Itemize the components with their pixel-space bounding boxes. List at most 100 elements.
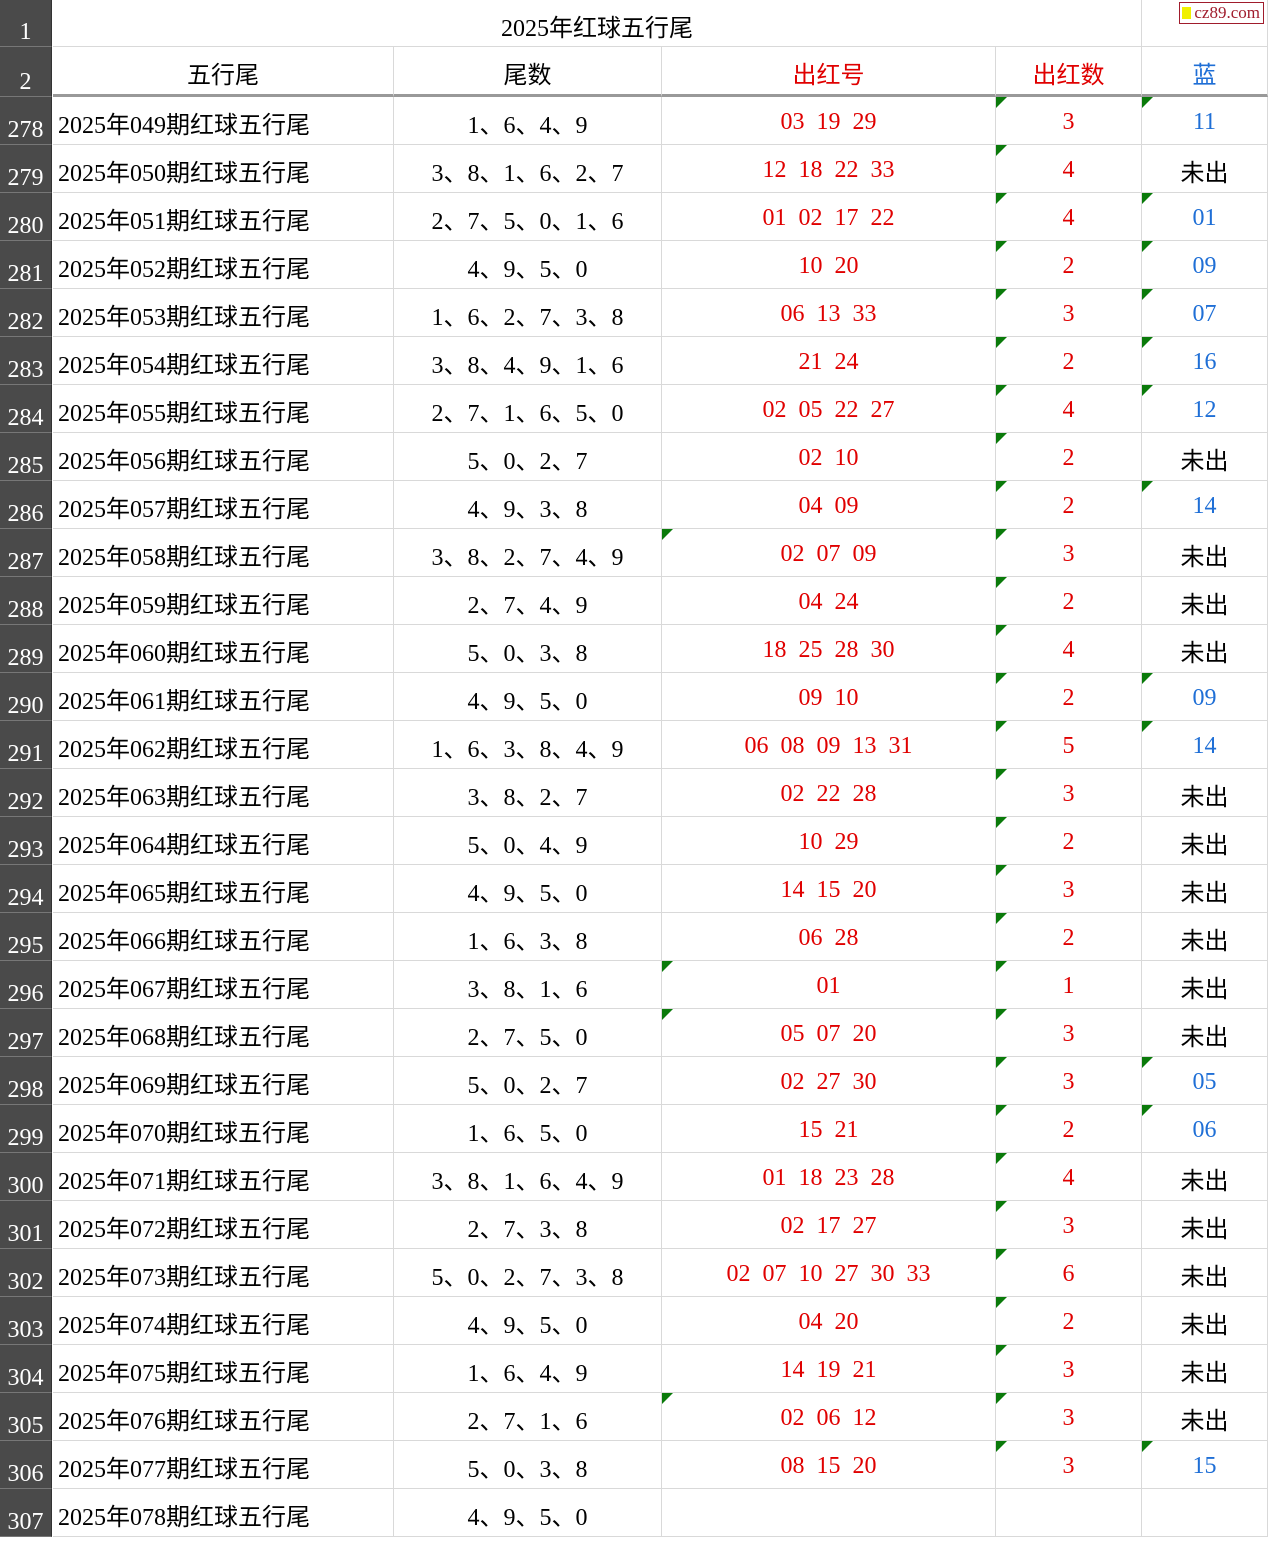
red-numbers-cell[interactable]: 03 19 29 [662, 97, 996, 145]
period-cell[interactable]: 2025年056期红球五行尾 [53, 433, 394, 481]
period-cell[interactable]: 2025年076期红球五行尾 [53, 1393, 394, 1441]
row-header[interactable]: 1 [0, 0, 52, 47]
period-cell[interactable]: 2025年062期红球五行尾 [53, 721, 394, 769]
period-cell[interactable]: 2025年049期红球五行尾 [53, 97, 394, 145]
tails-cell[interactable]: 5、0、4、9 [394, 817, 662, 865]
period-cell[interactable]: 2025年070期红球五行尾 [53, 1105, 394, 1153]
red-numbers-cell[interactable]: 04 09 [662, 481, 996, 529]
row-header[interactable]: 283 [0, 337, 52, 385]
red-numbers-cell[interactable]: 06 28 [662, 913, 996, 961]
tails-cell[interactable]: 1、6、4、9 [394, 97, 662, 145]
red-count-cell[interactable]: 4 [996, 385, 1142, 433]
red-numbers-cell[interactable]: 21 24 [662, 337, 996, 385]
red-numbers-cell[interactable]: 09 10 [662, 673, 996, 721]
tails-cell[interactable]: 4、9、5、0 [394, 1297, 662, 1345]
red-count-cell[interactable]: 5 [996, 721, 1142, 769]
red-numbers-cell[interactable]: 02 17 27 [662, 1201, 996, 1249]
row-header[interactable]: 284 [0, 385, 52, 433]
blue-cell[interactable]: 01 [1142, 193, 1268, 241]
red-numbers-cell[interactable]: 06 13 33 [662, 289, 996, 337]
red-numbers-cell[interactable]: 14 19 21 [662, 1345, 996, 1393]
row-header[interactable]: 279 [0, 145, 52, 193]
blue-cell[interactable]: 09 [1142, 241, 1268, 289]
period-cell[interactable]: 2025年051期红球五行尾 [53, 193, 394, 241]
period-cell[interactable]: 2025年069期红球五行尾 [53, 1057, 394, 1105]
period-cell[interactable]: 2025年050期红球五行尾 [53, 145, 394, 193]
red-numbers-cell[interactable]: 02 05 22 27 [662, 385, 996, 433]
period-cell[interactable]: 2025年075期红球五行尾 [53, 1345, 394, 1393]
header-red-count[interactable]: 出红数 [996, 47, 1142, 97]
row-header[interactable]: 281 [0, 241, 52, 289]
blue-cell[interactable]: 05 [1142, 1057, 1268, 1105]
red-numbers-cell[interactable]: 14 15 20 [662, 865, 996, 913]
red-count-cell[interactable]: 2 [996, 241, 1142, 289]
red-count-cell[interactable]: 3 [996, 529, 1142, 577]
red-numbers-cell[interactable]: 10 20 [662, 241, 996, 289]
period-cell[interactable]: 2025年065期红球五行尾 [53, 865, 394, 913]
red-count-cell[interactable]: 4 [996, 193, 1142, 241]
red-count-cell[interactable]: 2 [996, 673, 1142, 721]
red-count-cell[interactable]: 2 [996, 577, 1142, 625]
row-header[interactable]: 300 [0, 1153, 52, 1201]
period-cell[interactable]: 2025年054期红球五行尾 [53, 337, 394, 385]
tails-cell[interactable]: 3、8、2、7、4、9 [394, 529, 662, 577]
red-count-cell[interactable]: 4 [996, 145, 1142, 193]
blue-cell[interactable]: 未出 [1142, 1297, 1268, 1345]
red-count-cell[interactable]: 3 [996, 97, 1142, 145]
row-header[interactable]: 286 [0, 481, 52, 529]
tails-cell[interactable]: 4、9、5、0 [394, 865, 662, 913]
red-numbers-cell[interactable]: 15 21 [662, 1105, 996, 1153]
tails-cell[interactable]: 3、8、1、6、2、7 [394, 145, 662, 193]
header-weishu[interactable]: 尾数 [394, 47, 662, 97]
red-numbers-cell[interactable]: 18 25 28 30 [662, 625, 996, 673]
blue-cell[interactable]: 16 [1142, 337, 1268, 385]
header-blue[interactable]: 蓝 [1142, 47, 1268, 97]
blue-cell[interactable]: 未出 [1142, 577, 1268, 625]
blue-cell[interactable]: 未出 [1142, 961, 1268, 1009]
red-count-cell[interactable]: 2 [996, 817, 1142, 865]
red-count-cell[interactable]: 3 [996, 1201, 1142, 1249]
tails-cell[interactable]: 1、6、5、0 [394, 1105, 662, 1153]
blue-cell[interactable]: 未出 [1142, 145, 1268, 193]
tails-cell[interactable]: 1、6、2、7、3、8 [394, 289, 662, 337]
row-header[interactable]: 289 [0, 625, 52, 673]
blue-cell[interactable]: 未出 [1142, 1009, 1268, 1057]
red-count-cell[interactable]: 3 [996, 1057, 1142, 1105]
tails-cell[interactable]: 2、7、1、6 [394, 1393, 662, 1441]
tails-cell[interactable]: 2、7、3、8 [394, 1201, 662, 1249]
row-header[interactable]: 307 [0, 1489, 52, 1537]
row-header[interactable]: 306 [0, 1441, 52, 1489]
blue-cell[interactable]: 14 [1142, 481, 1268, 529]
row-header[interactable]: 302 [0, 1249, 52, 1297]
tails-cell[interactable]: 2、7、4、9 [394, 577, 662, 625]
red-count-cell[interactable]: 3 [996, 1441, 1142, 1489]
header-wuxingwei[interactable]: 五行尾 [53, 47, 394, 97]
tails-cell[interactable]: 3、8、1、6 [394, 961, 662, 1009]
period-cell[interactable]: 2025年053期红球五行尾 [53, 289, 394, 337]
blue-cell[interactable]: 未出 [1142, 529, 1268, 577]
blue-cell[interactable]: 未出 [1142, 817, 1268, 865]
tails-cell[interactable]: 5、0、3、8 [394, 625, 662, 673]
row-header[interactable]: 278 [0, 97, 52, 145]
row-header[interactable]: 297 [0, 1009, 52, 1057]
red-numbers-cell[interactable]: 02 10 [662, 433, 996, 481]
sheet-title[interactable]: 2025年红球五行尾 [53, 0, 1142, 47]
period-cell[interactable]: 2025年063期红球五行尾 [53, 769, 394, 817]
row-header[interactable]: 296 [0, 961, 52, 1009]
blue-cell[interactable]: 07 [1142, 289, 1268, 337]
red-numbers-cell[interactable]: 04 24 [662, 577, 996, 625]
red-numbers-cell[interactable]: 04 20 [662, 1297, 996, 1345]
red-count-cell[interactable]: 2 [996, 337, 1142, 385]
red-numbers-cell[interactable]: 10 29 [662, 817, 996, 865]
red-numbers-cell[interactable]: 01 [662, 961, 996, 1009]
blue-cell[interactable]: 未出 [1142, 1201, 1268, 1249]
red-numbers-cell[interactable]: 05 07 20 [662, 1009, 996, 1057]
tails-cell[interactable]: 1、6、4、9 [394, 1345, 662, 1393]
tails-cell[interactable]: 3、8、2、7 [394, 769, 662, 817]
red-count-cell[interactable]: 3 [996, 1009, 1142, 1057]
blue-cell[interactable]: 06 [1142, 1105, 1268, 1153]
row-header[interactable]: 282 [0, 289, 52, 337]
red-numbers-cell[interactable]: 01 18 23 28 [662, 1153, 996, 1201]
period-cell[interactable]: 2025年073期红球五行尾 [53, 1249, 394, 1297]
tails-cell[interactable]: 2、7、1、6、5、0 [394, 385, 662, 433]
